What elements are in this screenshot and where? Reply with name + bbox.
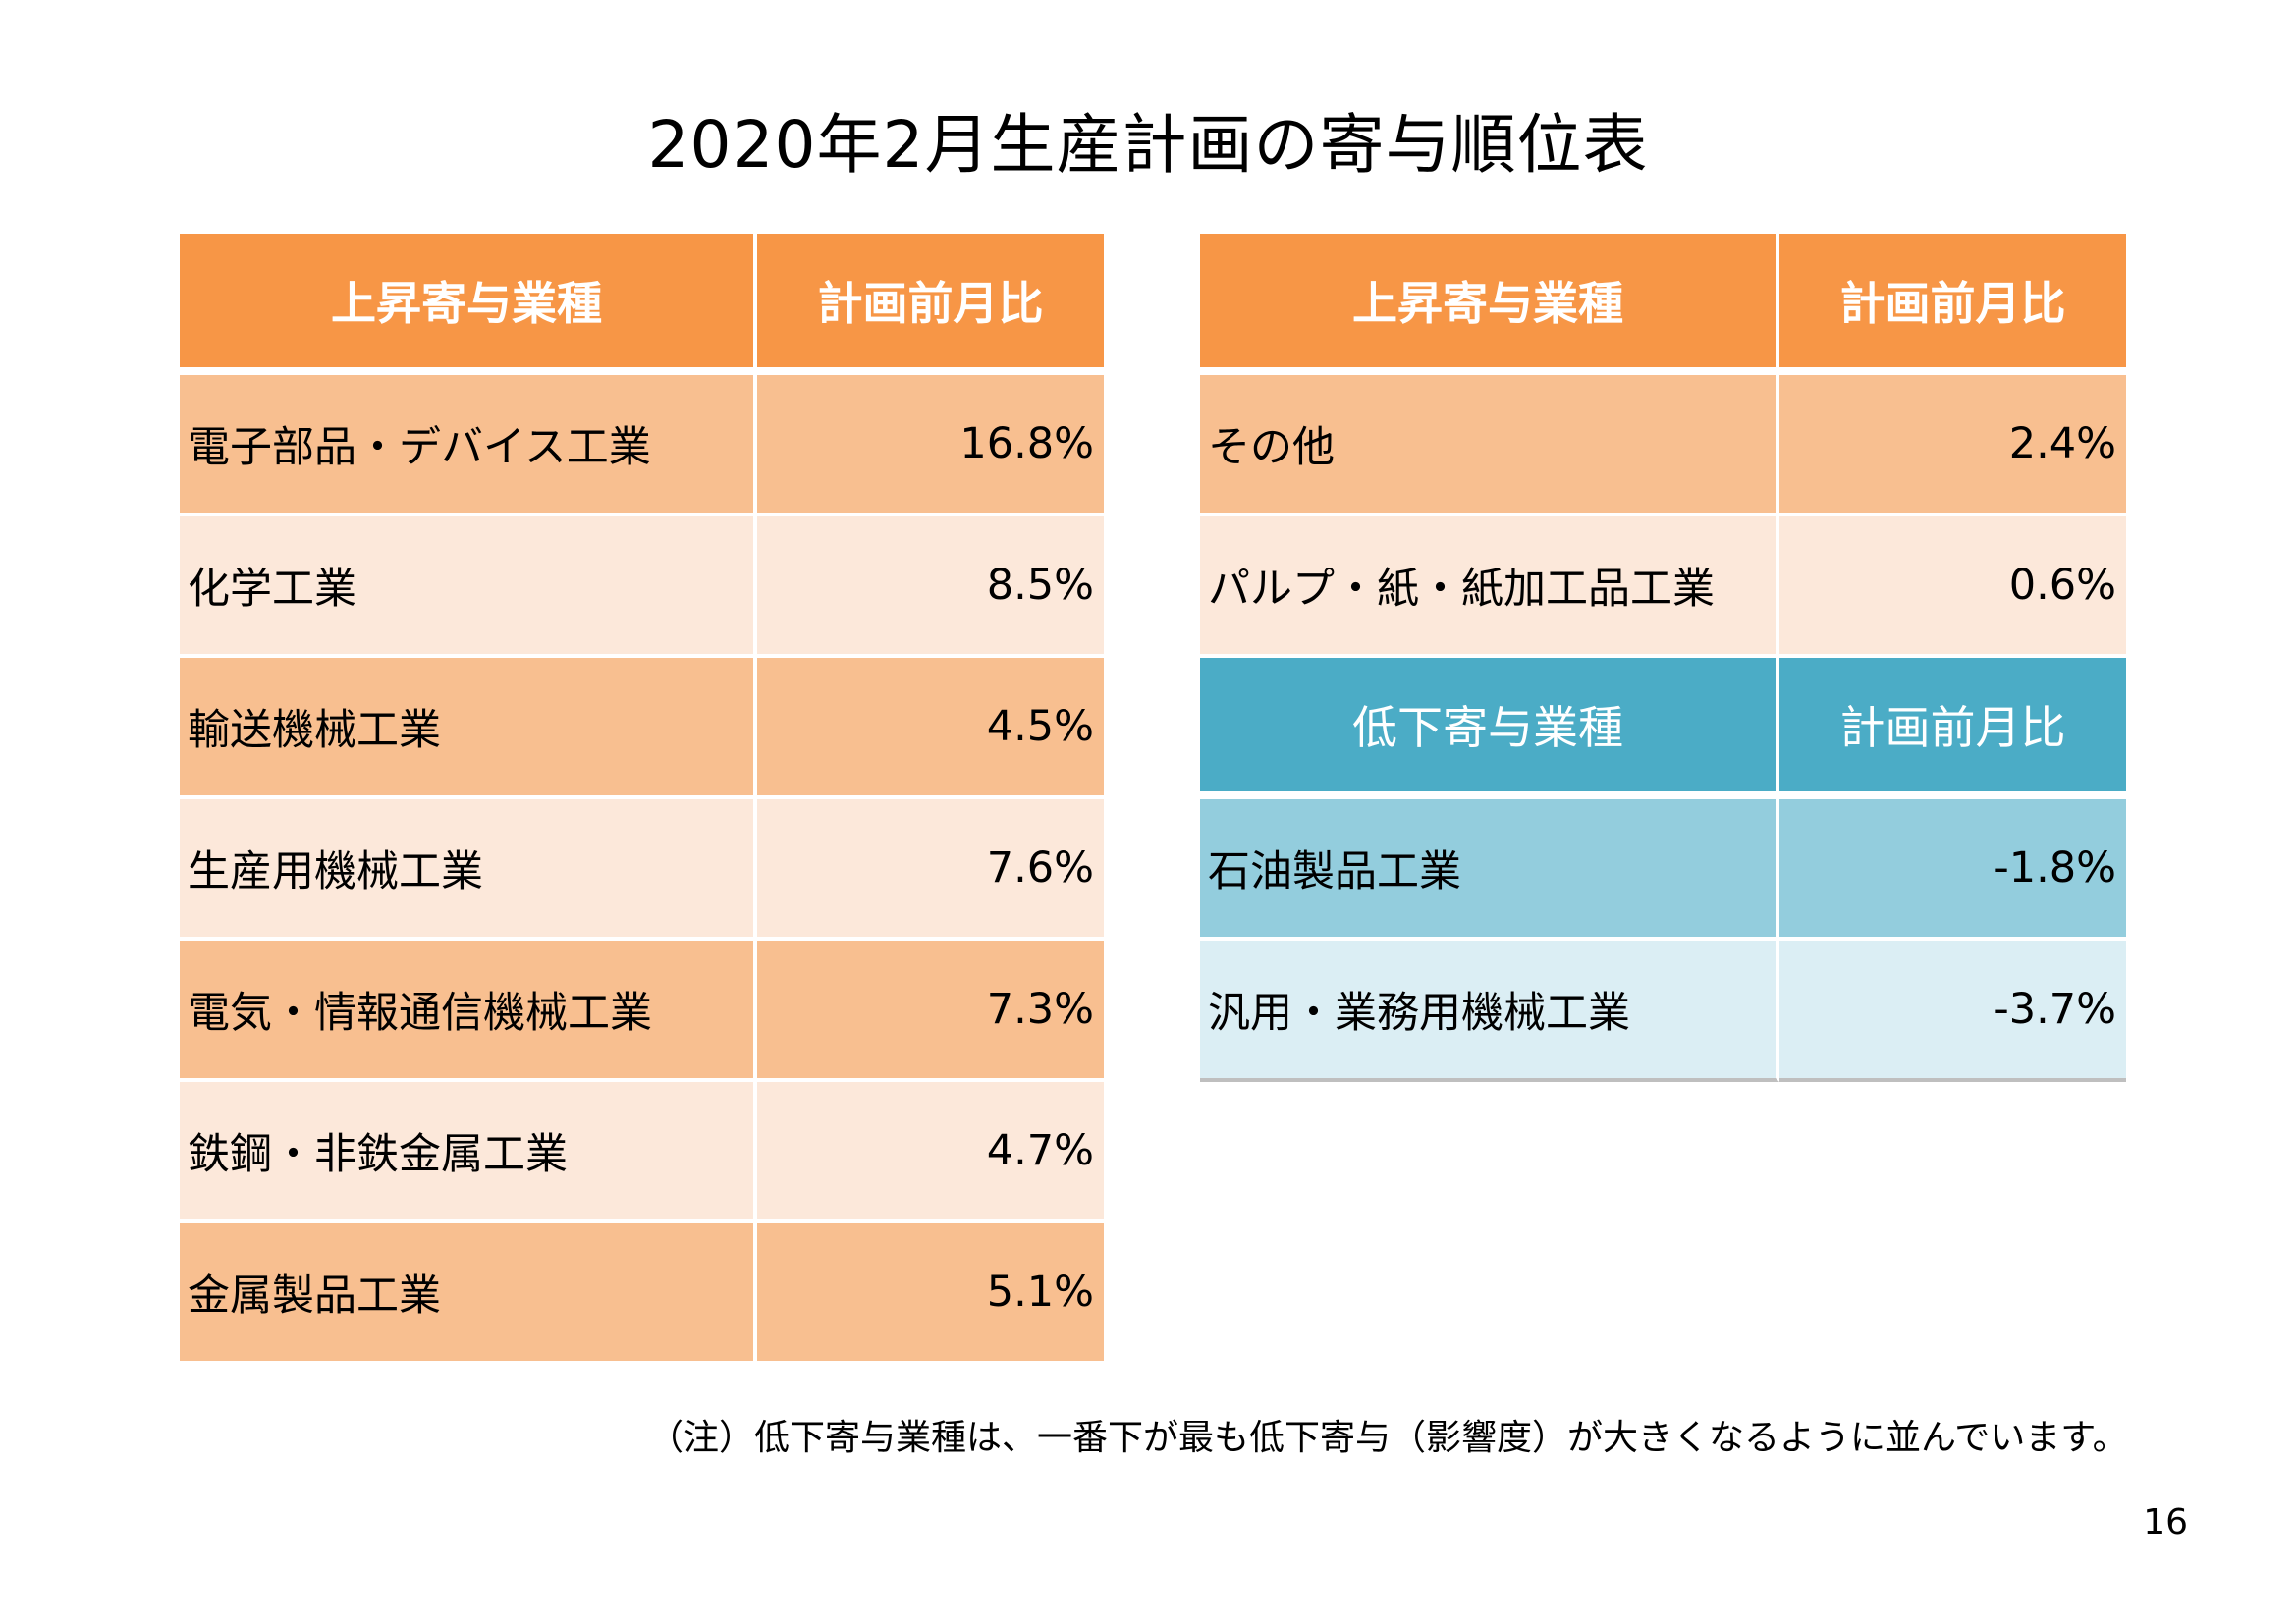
table-row: 化学工業 8.5%: [180, 516, 1104, 658]
contribution-table-right: 上昇寄与業種 計画前月比 その他 2.4% パルプ・紙・紙加工品工業 0.6% …: [1200, 234, 2126, 1082]
rise-header-row: 上昇寄与業種 計画前月比: [1200, 234, 2126, 375]
rise-contribution-table: 上昇寄与業種 計画前月比 電子部品・デバイス工業 16.8% 化学工業 8.5%…: [180, 234, 1104, 1365]
industry-cell: 電気・情報通信機械工業: [180, 941, 757, 1082]
change-cell: -1.8%: [1779, 799, 2126, 941]
industry-cell: 鉄鋼・非鉄金属工業: [180, 1082, 757, 1223]
column-header-change: 計画前月比: [757, 234, 1104, 375]
change-cell: 7.6%: [757, 799, 1104, 941]
industry-cell: 化学工業: [180, 516, 757, 658]
industry-cell: 電子部品・デバイス工業: [180, 375, 757, 516]
industry-cell: 輸送機械工業: [180, 658, 757, 799]
change-cell: -3.7%: [1779, 941, 2126, 1082]
fall-header-row: 低下寄与業種 計画前月比: [1200, 658, 2126, 799]
change-cell: 5.1%: [757, 1223, 1104, 1365]
change-cell: 4.5%: [757, 658, 1104, 799]
industry-cell: 石油製品工業: [1200, 799, 1779, 941]
industry-cell: 汎用・業務用機械工業: [1200, 941, 1779, 1082]
table-row: パルプ・紙・紙加工品工業 0.6%: [1200, 516, 2126, 658]
column-header-industry: 上昇寄与業種: [180, 234, 757, 375]
table-row: 生産用機械工業 7.6%: [180, 799, 1104, 941]
table-row: その他 2.4%: [1200, 375, 2126, 516]
footnote: （注）低下寄与業種は、一番下が最も低下寄与（影響度）が大きくなるように並んでいま…: [648, 1418, 2128, 1458]
column-header-change: 計画前月比: [1779, 234, 2126, 375]
change-cell: 0.6%: [1779, 516, 2126, 658]
change-cell: 16.8%: [757, 375, 1104, 516]
industry-cell: 金属製品工業: [180, 1223, 757, 1365]
change-cell: 2.4%: [1779, 375, 2126, 516]
change-cell: 8.5%: [757, 516, 1104, 658]
table-row: 電気・情報通信機械工業 7.3%: [180, 941, 1104, 1082]
change-cell: 4.7%: [757, 1082, 1104, 1223]
industry-cell: その他: [1200, 375, 1779, 516]
page-title: 2020年2月生産計画の寄与順位表: [647, 107, 1649, 183]
industry-cell: パルプ・紙・紙加工品工業: [1200, 516, 1779, 658]
industry-cell: 生産用機械工業: [180, 799, 757, 941]
change-cell: 7.3%: [757, 941, 1104, 1082]
table-header-row: 上昇寄与業種 計画前月比: [180, 234, 1104, 375]
table-row: 石油製品工業 -1.8%: [1200, 799, 2126, 941]
table-row: 金属製品工業 5.1%: [180, 1223, 1104, 1365]
page-number: 16: [2143, 1502, 2188, 1543]
table-row: 汎用・業務用機械工業 -3.7%: [1200, 941, 2126, 1082]
table-row: 鉄鋼・非鉄金属工業 4.7%: [180, 1082, 1104, 1223]
column-header-industry: 上昇寄与業種: [1200, 234, 1779, 375]
table-row: 電子部品・デバイス工業 16.8%: [180, 375, 1104, 516]
column-header-industry-fall: 低下寄与業種: [1200, 658, 1779, 799]
column-header-change-fall: 計画前月比: [1779, 658, 2126, 799]
table-row: 輸送機械工業 4.5%: [180, 658, 1104, 799]
